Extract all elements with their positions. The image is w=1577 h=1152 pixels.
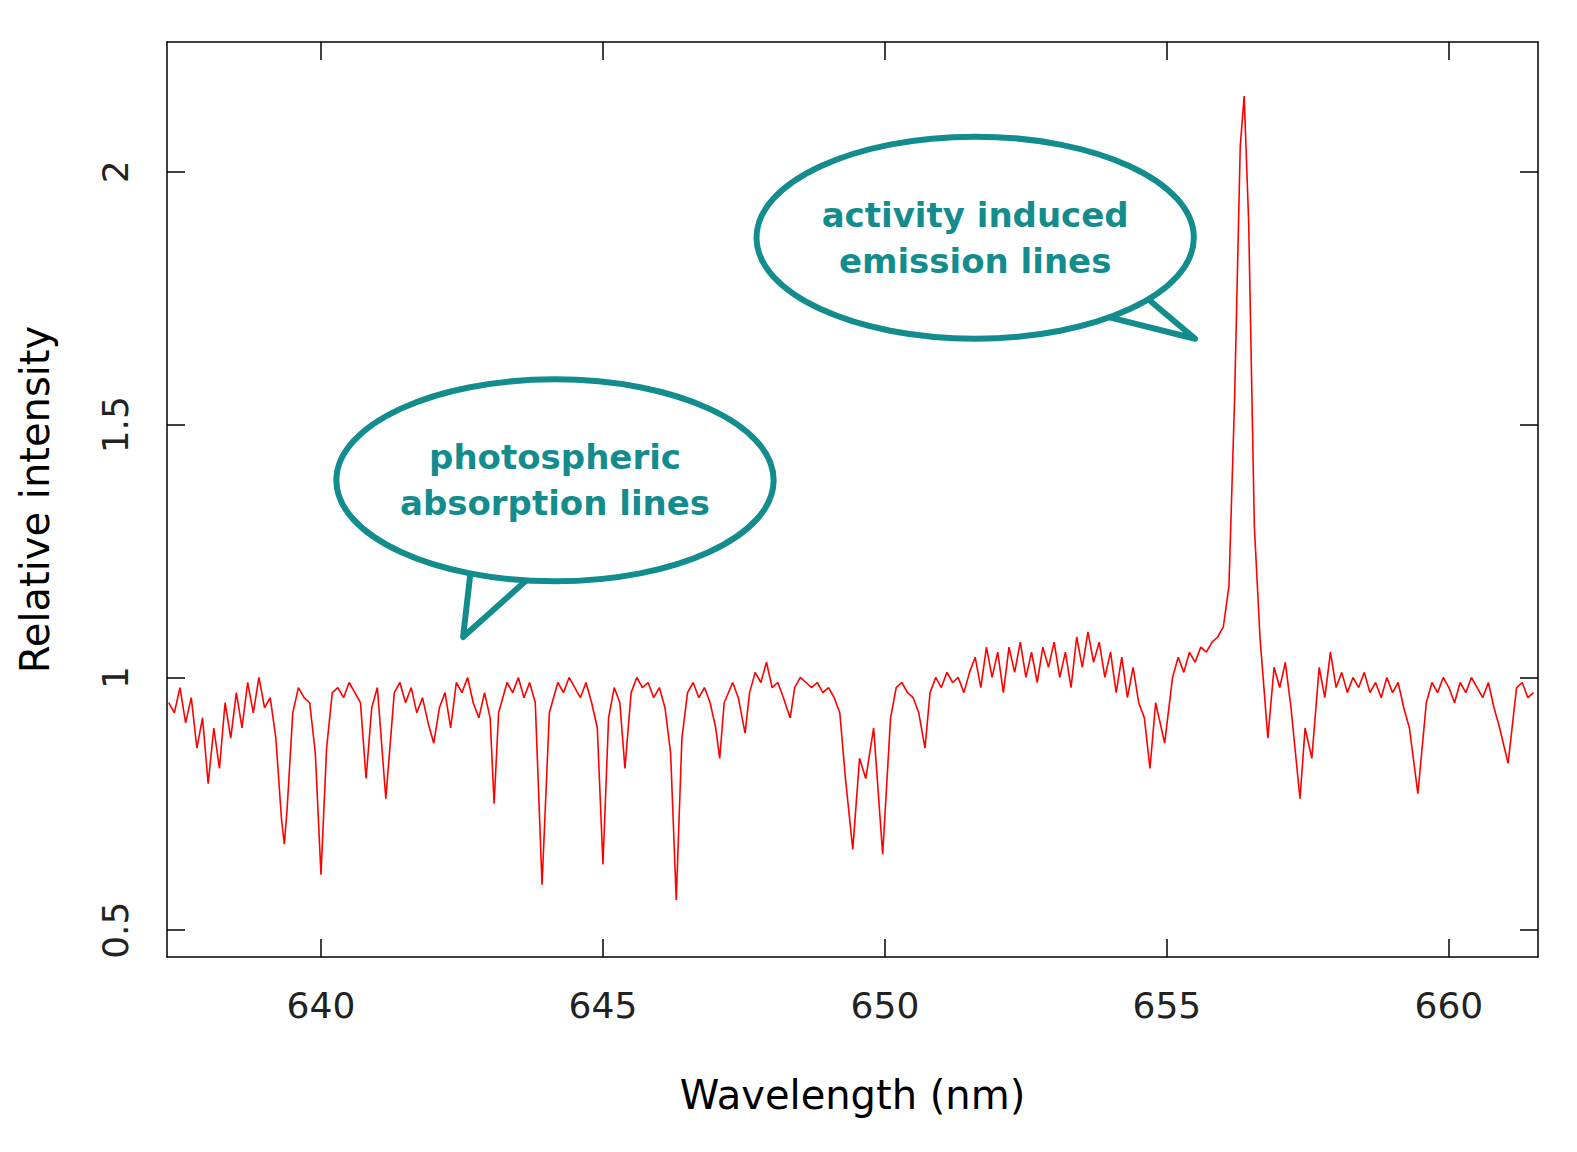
- svg-text:0.5: 0.5: [95, 902, 136, 959]
- svg-text:660: 660: [1415, 985, 1484, 1026]
- svg-text:Relative intensity: Relative intensity: [12, 326, 58, 673]
- svg-text:activity induced: activity induced: [822, 195, 1129, 235]
- svg-text:2: 2: [95, 160, 136, 183]
- svg-text:Wavelength (nm): Wavelength (nm): [680, 1072, 1026, 1118]
- svg-text:emission lines: emission lines: [839, 241, 1111, 281]
- svg-text:absorption lines: absorption lines: [400, 483, 710, 523]
- svg-text:650: 650: [851, 985, 920, 1026]
- svg-text:655: 655: [1133, 985, 1202, 1026]
- svg-text:1: 1: [95, 666, 136, 689]
- svg-text:1.5: 1.5: [95, 396, 136, 453]
- svg-text:photospheric: photospheric: [429, 437, 681, 477]
- svg-text:645: 645: [569, 985, 638, 1026]
- svg-text:640: 640: [287, 985, 356, 1026]
